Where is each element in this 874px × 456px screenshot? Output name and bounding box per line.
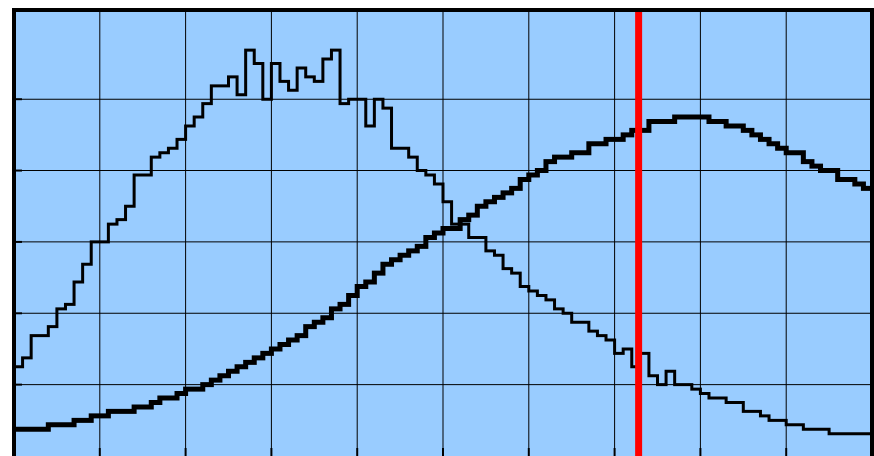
plot-frame (12, 8, 874, 456)
series-group (14, 48, 872, 436)
series-thick-histogram (14, 114, 872, 432)
grid (14, 10, 872, 456)
series-thin-histogram (14, 48, 872, 436)
